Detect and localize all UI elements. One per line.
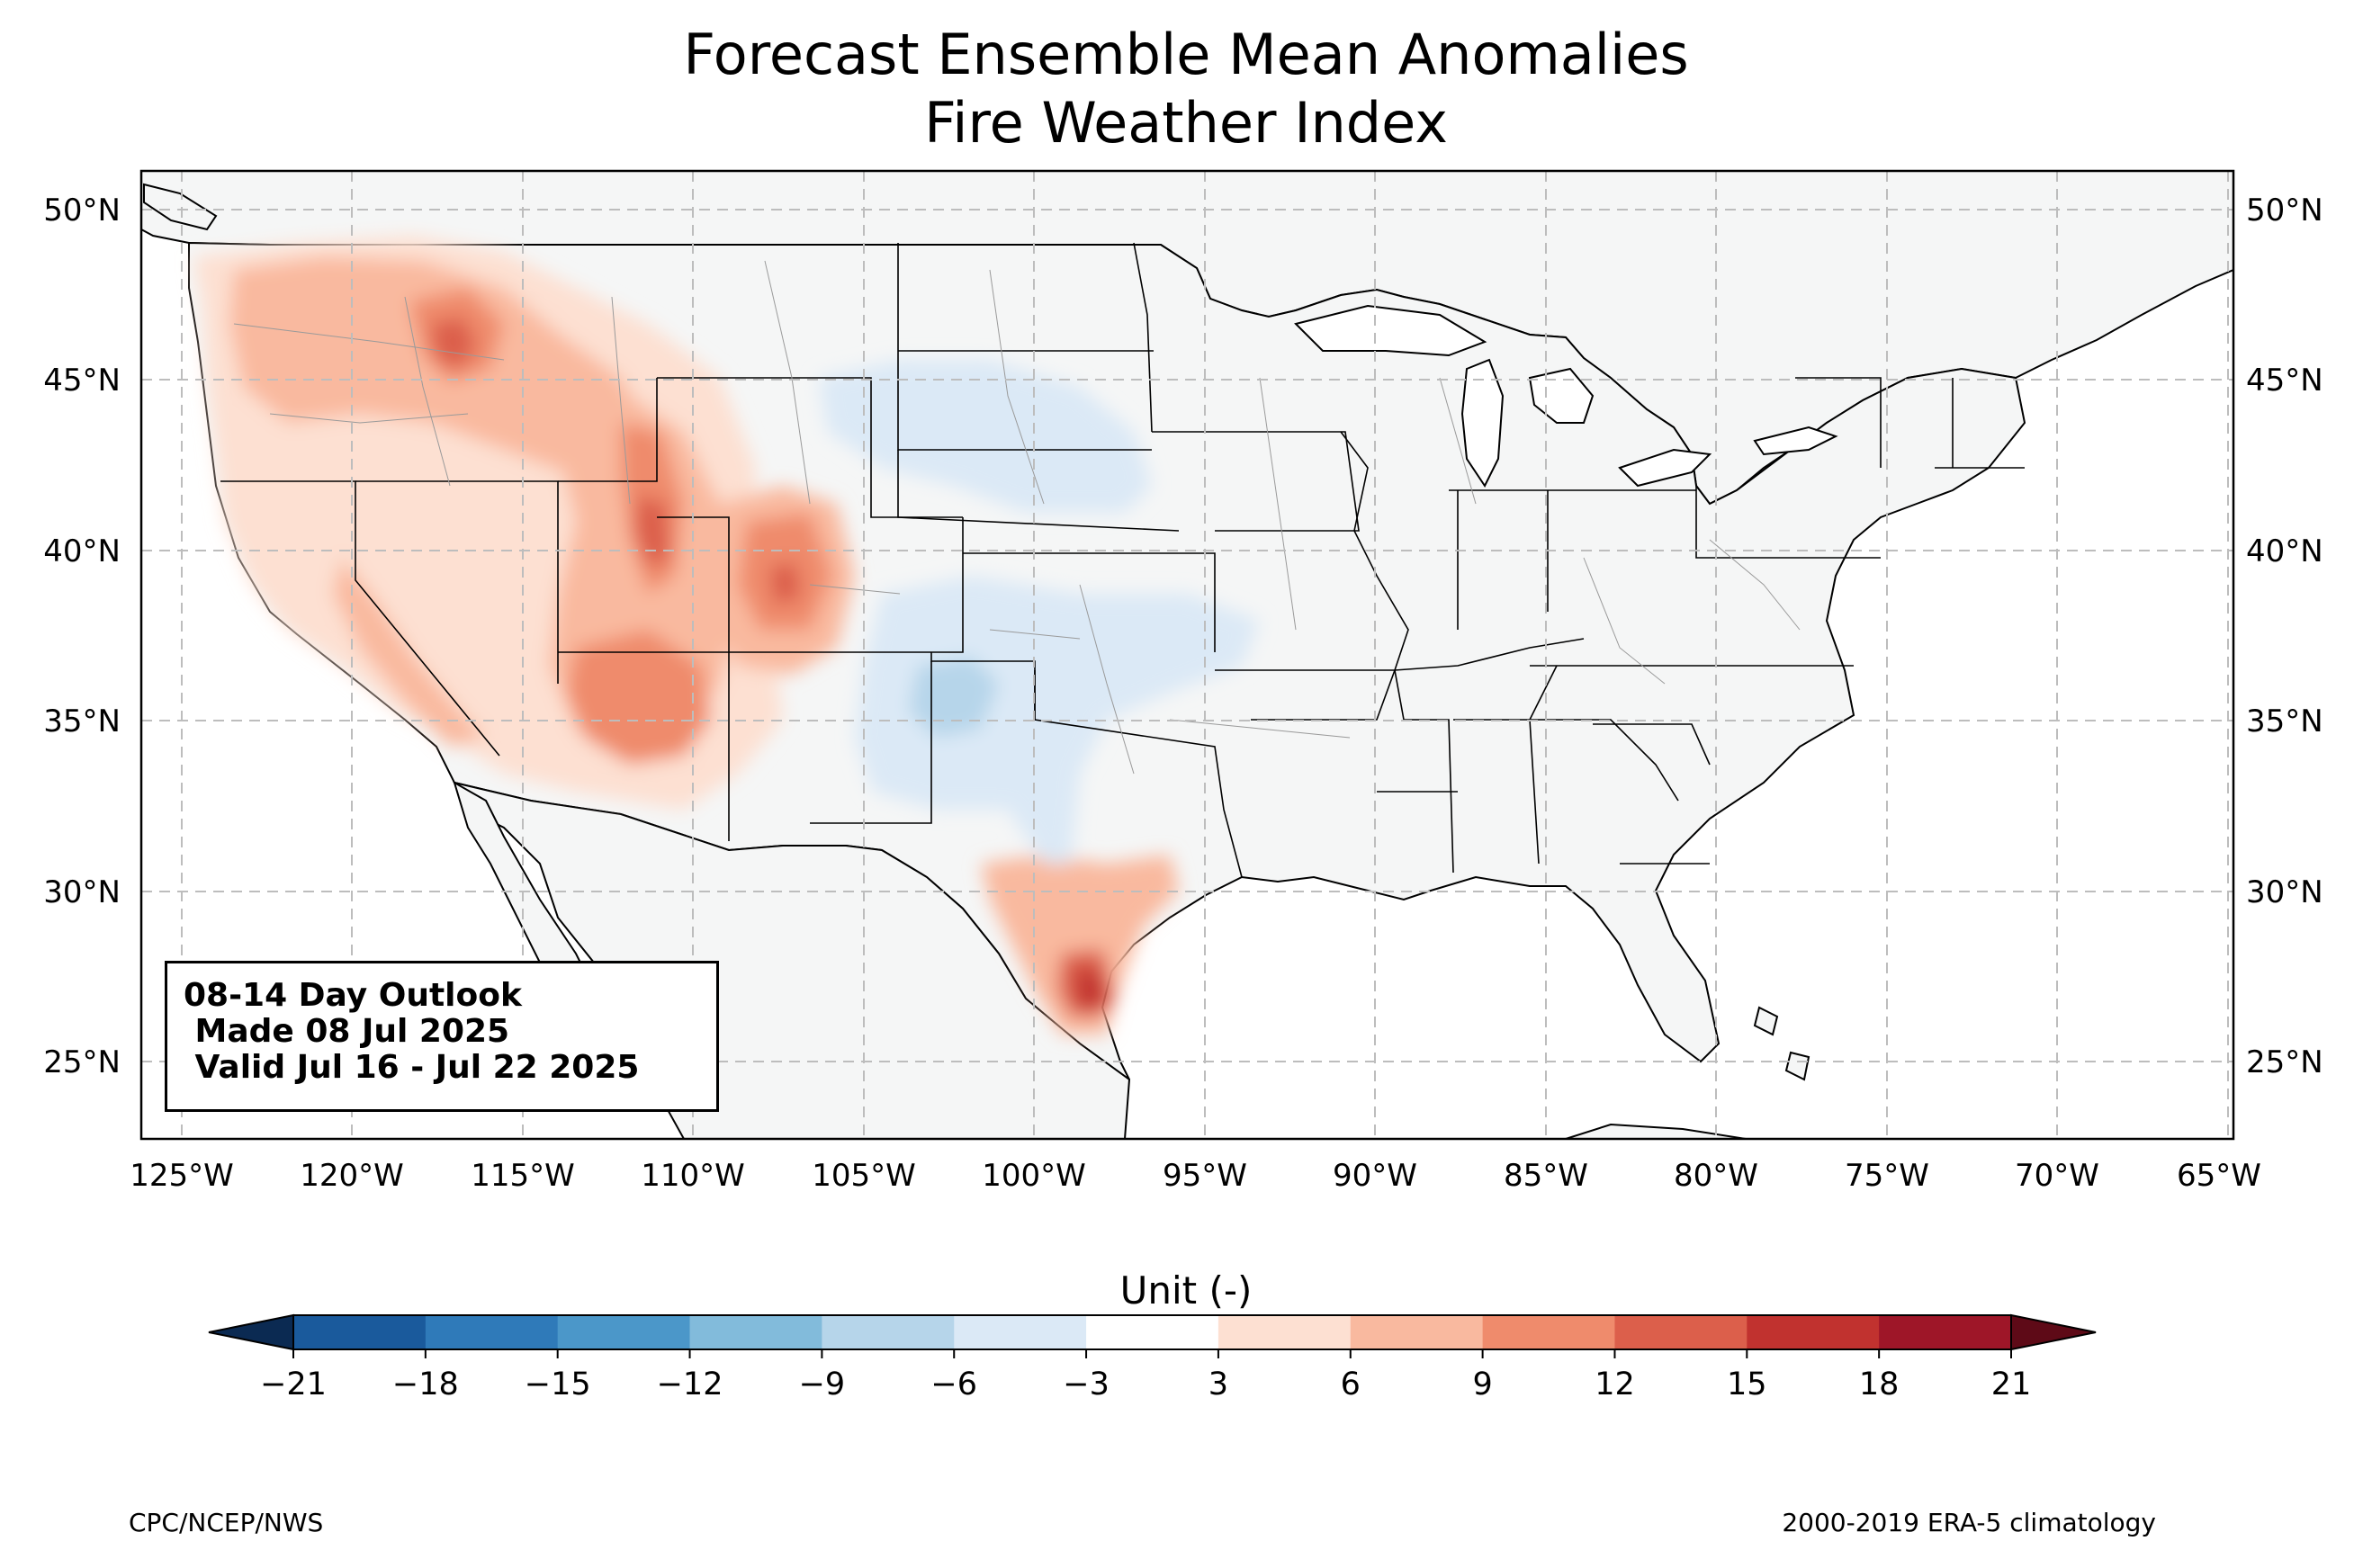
lon-tick-label: 95°W: [1163, 1158, 1247, 1194]
colorbar-tick-label: −6: [930, 1366, 977, 1402]
lat-tick-labels-right: 50°N 45°N 40°N 35°N 30°N 25°N: [2246, 193, 2323, 1080]
lat-tick-label: 30°N: [43, 874, 121, 910]
colorbar-tick-label: 21: [1991, 1366, 2032, 1402]
colorbar-under-arrow: [208, 1313, 294, 1351]
lon-tick-label: 125°W: [130, 1158, 234, 1194]
lat-tick-label: 40°N: [2246, 533, 2323, 569]
colorbar-segment: [954, 1315, 1087, 1349]
colorbar-label: Unit (-): [1119, 1268, 1253, 1313]
lon-tick-label: 80°W: [1674, 1158, 1758, 1194]
lat-tick-labels-left: 50°N 45°N 40°N 35°N 30°N 25°N: [43, 193, 121, 1080]
colorbar-segment: [689, 1315, 822, 1349]
colorbar-tick-label: −21: [260, 1366, 327, 1402]
colorbar-tick-label: −3: [1063, 1366, 1110, 1402]
title-line-2: Fire Weather Index: [924, 90, 1448, 156]
lat-tick-label: 45°N: [2246, 363, 2323, 399]
colorbar-segment: [557, 1315, 691, 1349]
lon-tick-label: 120°W: [300, 1158, 404, 1194]
colorbar-segment: [1217, 1315, 1352, 1349]
lat-tick-label: 40°N: [43, 533, 121, 569]
colorbar-tick-label: 15: [1727, 1366, 1767, 1402]
colorbar-tick-label: 18: [1859, 1366, 1900, 1402]
lat-tick-label: 50°N: [43, 193, 121, 228]
colorbar: −21 −18 −15 −12 −9 −6 −3 3 6 9 12 15 18 21: [208, 1313, 2097, 1402]
colorbar-segment: [425, 1315, 559, 1349]
lon-tick-label: 110°W: [641, 1158, 745, 1194]
colorbar-segment: [1350, 1315, 1484, 1349]
colorbar-segment: [1879, 1315, 2012, 1349]
colorbar-segment: [1482, 1315, 1615, 1349]
colorbar-frame: [292, 1314, 2012, 1350]
colorbar-segment: [293, 1315, 427, 1349]
lon-tick-label: 100°W: [982, 1158, 1086, 1194]
anomaly-utah-peak: [634, 495, 670, 567]
colorbar-tick-label: 12: [1595, 1366, 1635, 1402]
lat-tick-label: 25°N: [43, 1044, 121, 1080]
great-lakes: [1294, 304, 1838, 488]
lat-tick-label: 50°N: [2246, 193, 2323, 228]
colorbar-tick-label: 9: [1472, 1366, 1492, 1402]
footer-climatology: 2000-2019 ERA-5 climatology: [1782, 1508, 2156, 1537]
colorbar-tick-label: 6: [1341, 1366, 1361, 1402]
colorbar-tick-label: −18: [392, 1366, 459, 1402]
anomaly-great-basin: [333, 558, 486, 747]
anomaly-arizona: [567, 630, 711, 765]
map-frame: [139, 169, 2235, 1141]
lat-tick-label: 45°N: [43, 363, 121, 399]
colorbar-tick-label: −9: [799, 1366, 846, 1402]
county-lines: [233, 260, 1801, 775]
lat-tick-label: 35°N: [2246, 703, 2323, 739]
gridlines: [141, 171, 2233, 1139]
bahamas: [1753, 1006, 1810, 1081]
lat-tick-label: 30°N: [2246, 874, 2323, 910]
anomaly-colorado-peak: [769, 562, 801, 605]
lon-tick-label: 85°W: [1504, 1158, 1588, 1194]
colorbar-segment: [1747, 1315, 1880, 1349]
lon-tick-labels: 125°W 120°W 115°W 110°W 105°W 100°W 95°W…: [130, 1158, 2261, 1194]
colorbar-tick-label: 3: [1208, 1366, 1228, 1402]
cuba: [1565, 1123, 1747, 1139]
colorbar-segment: [1086, 1315, 1219, 1349]
colorbar-tick-label: −15: [525, 1366, 591, 1402]
anomaly-south-texas: [981, 855, 1179, 1035]
lon-tick-label: 105°W: [812, 1158, 916, 1194]
outlook-period: 08-14 Day Outlook: [184, 977, 522, 1014]
outlook-made-date: Made 08 Jul 2025: [184, 1013, 510, 1050]
footer-source: CPC/NCEP/NWS: [129, 1508, 324, 1537]
lat-tick-label: 35°N: [43, 703, 121, 739]
lon-tick-label: 90°W: [1333, 1158, 1417, 1194]
anomaly-south-texas-peak: [1075, 970, 1105, 1009]
lon-tick-label: 75°W: [1845, 1158, 1929, 1194]
title-line-1: Forecast Ensemble Mean Anomalies: [683, 22, 1689, 87]
colorbar-segment: [822, 1315, 955, 1349]
outlook-valid-range: Valid Jul 16 - Jul 22 2025: [184, 1049, 640, 1086]
lon-tick-label: 70°W: [2015, 1158, 2099, 1194]
anomaly-idaho-core: [430, 317, 477, 369]
colorbar-tick-label: −12: [657, 1366, 723, 1402]
lon-tick-label: 65°W: [2177, 1158, 2261, 1194]
anomaly-northern-plains: [819, 360, 1152, 513]
colorbar-segment: [1614, 1315, 1748, 1349]
vancouver-island: [143, 183, 218, 231]
colorbar-over-arrow: [2010, 1313, 2097, 1351]
lat-tick-label: 25°N: [2246, 1044, 2323, 1080]
lon-tick-label: 115°W: [471, 1158, 575, 1194]
outlook-info-box: 08-14 Day Outlook Made 08 Jul 2025 Valid…: [165, 961, 719, 1112]
anomaly-southern-plains: [855, 576, 1260, 864]
